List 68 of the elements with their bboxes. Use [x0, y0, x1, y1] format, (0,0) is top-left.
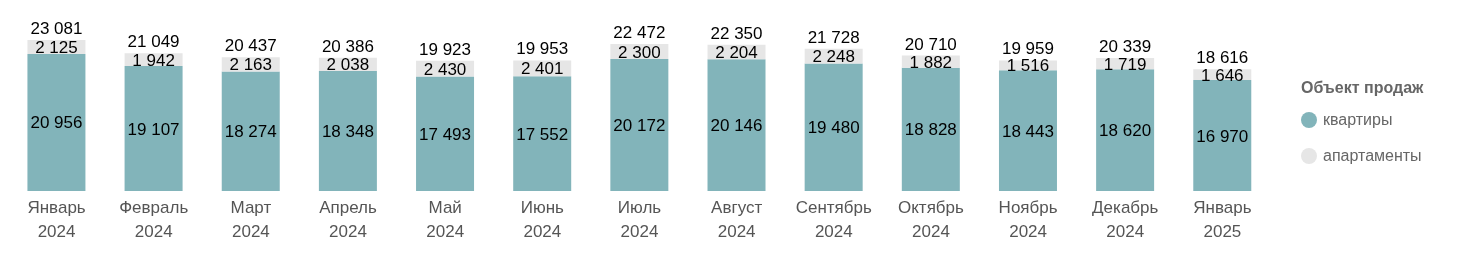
x-tick-label: Июль 2024 — [617, 198, 662, 241]
data-label: 1 942 — [132, 50, 175, 70]
legend-label: квартиры — [1323, 110, 1393, 129]
data-label: 19 107 — [127, 119, 180, 139]
legend-label: апартаменты — [1323, 146, 1422, 165]
total-label: 23 081 — [30, 19, 83, 39]
data-label: 20 146 — [710, 116, 763, 136]
bar — [27, 53, 86, 191]
data-label: 20 956 — [30, 113, 83, 133]
data-label: 17 552 — [516, 124, 569, 144]
bar — [901, 67, 960, 191]
x-tick-label: Декабрь 2024 — [1092, 198, 1159, 241]
x-tick-label: Март 2024 — [230, 198, 272, 241]
data-label: 2 125 — [35, 38, 78, 57]
bar — [416, 76, 475, 191]
legend-title: Объект продаж — [1301, 78, 1425, 97]
data-label: 2 038 — [326, 55, 370, 75]
bar — [221, 71, 280, 191]
x-tick-label: Октябрь 2024 — [898, 198, 965, 241]
total-label: 20 437 — [224, 36, 277, 56]
data-label: 18 828 — [904, 120, 957, 140]
data-label: 2 204 — [715, 43, 758, 63]
x-tick-label: Апрель 2024 — [319, 198, 378, 241]
data-label: 19 480 — [807, 118, 860, 138]
bar — [804, 63, 863, 191]
total-label: 19 923 — [419, 39, 472, 59]
total-label: 19 953 — [516, 39, 569, 59]
bar — [707, 59, 766, 191]
data-label: 1 646 — [1201, 65, 1244, 85]
total-label: 22 472 — [613, 23, 666, 42]
x-tick-label: Июнь 2024 — [520, 198, 565, 241]
x-tick-label: Август 2024 — [711, 198, 763, 241]
total-label: 20 710 — [904, 34, 957, 54]
total-label: 19 959 — [1001, 39, 1054, 59]
total-label: 18 616 — [1196, 48, 1249, 68]
data-label: 17 493 — [419, 124, 472, 144]
data-label: 16 970 — [1196, 126, 1249, 146]
total-label: 20 339 — [1099, 36, 1152, 56]
data-label: 2 300 — [618, 42, 661, 62]
bar — [1193, 79, 1252, 191]
bar — [610, 59, 669, 191]
data-label: 18 274 — [224, 122, 277, 142]
data-label: 1 719 — [1103, 54, 1147, 74]
bar — [513, 76, 572, 191]
data-label: 20 172 — [613, 116, 666, 136]
bar — [124, 66, 183, 191]
bar — [1096, 69, 1155, 191]
bar — [318, 70, 377, 191]
bar — [998, 70, 1057, 191]
x-tick-label: Февраль 2024 — [119, 198, 189, 241]
total-label: 21 049 — [127, 32, 180, 52]
data-label: 2 430 — [423, 59, 467, 79]
data-label: 2 401 — [520, 59, 564, 79]
total-label: 22 350 — [710, 23, 763, 43]
data-label: 18 443 — [1001, 121, 1054, 141]
x-tick-label: Сентябрь 2024 — [795, 198, 873, 241]
total-label: 20 386 — [321, 36, 374, 56]
data-label: 18 348 — [321, 122, 374, 142]
x-tick-label: Январь 2024 — [27, 198, 86, 241]
data-label: 1 516 — [1006, 56, 1050, 76]
data-label: 18 620 — [1099, 121, 1152, 141]
data-label: 1 882 — [909, 52, 953, 72]
x-tick-label: Ноябрь 2024 — [998, 198, 1058, 241]
x-tick-label: Январь 2025 — [1193, 198, 1252, 241]
total-label: 21 728 — [807, 27, 860, 47]
x-tick-label: Май 2024 — [426, 198, 465, 241]
data-label: 2 163 — [229, 55, 273, 75]
data-label: 2 248 — [812, 47, 855, 67]
